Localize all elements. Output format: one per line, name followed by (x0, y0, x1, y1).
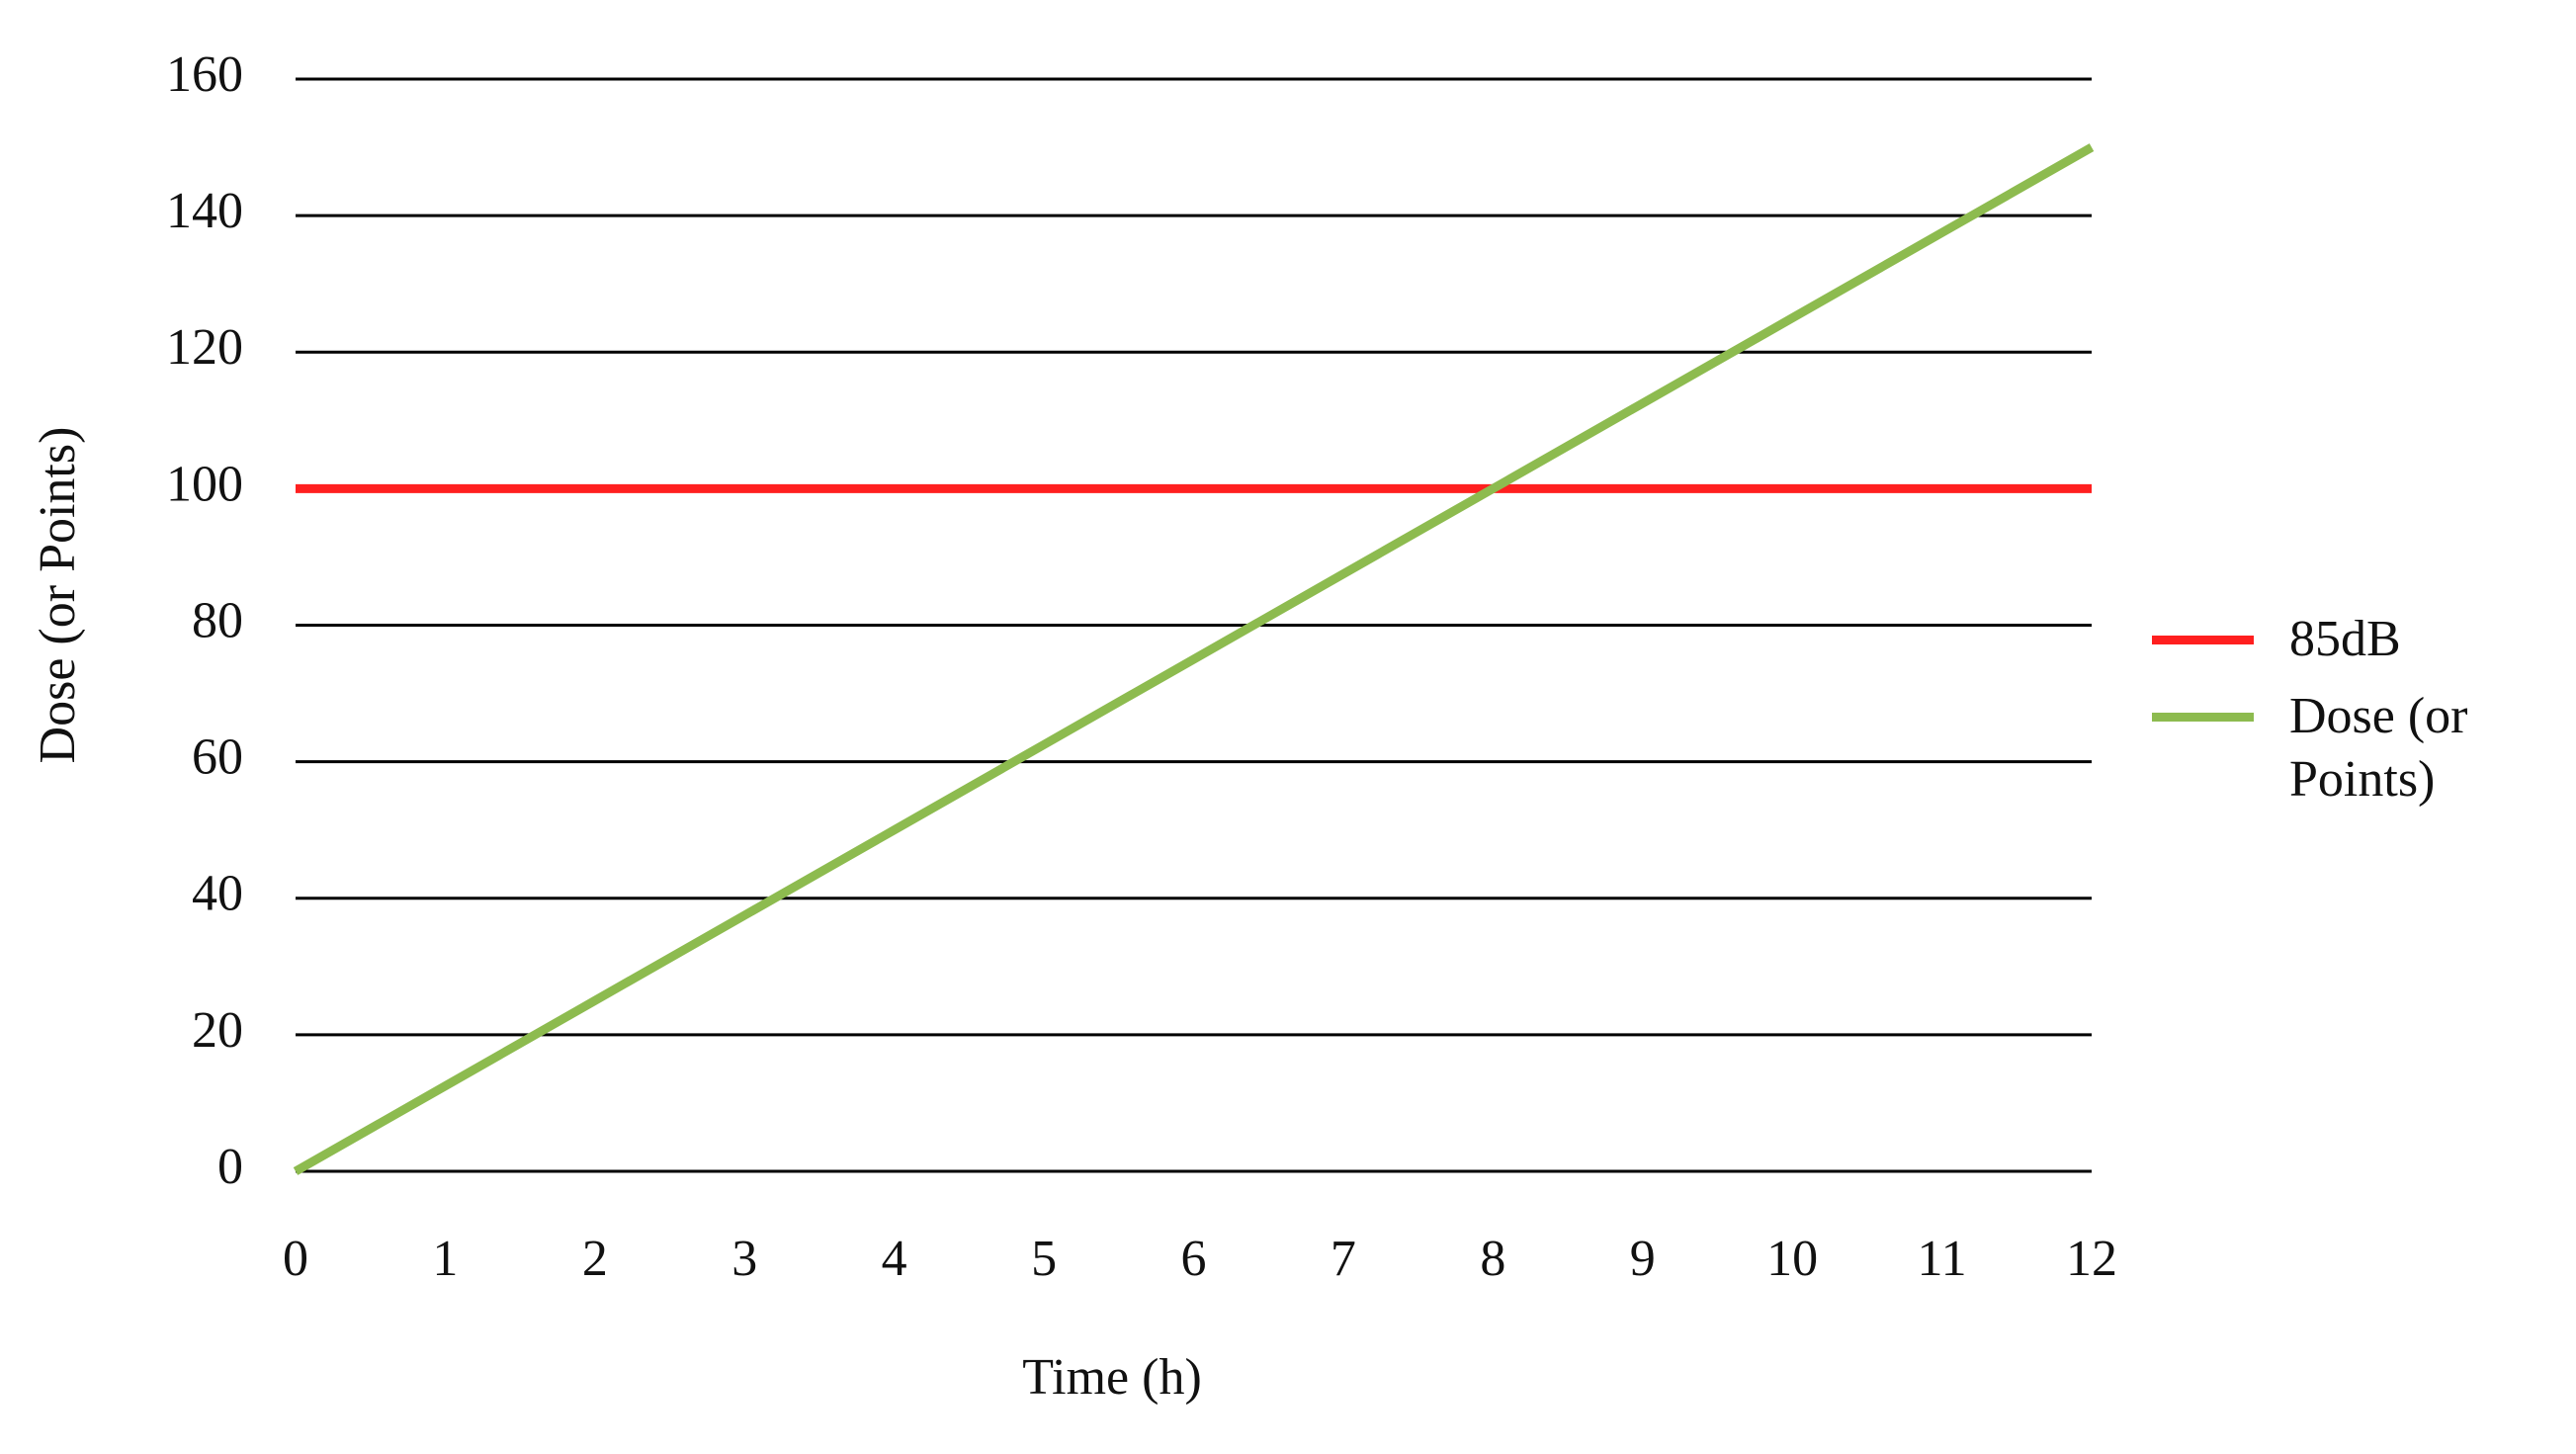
x-tick-label: 1 (432, 1231, 458, 1287)
x-tick-label: 5 (1031, 1231, 1057, 1287)
x-tick-label: 3 (731, 1231, 757, 1287)
series-line (293, 143, 2095, 1175)
y-tick-label: 80 (192, 592, 243, 648)
legend-item: Dose (or Points) (2152, 685, 2567, 812)
x-tick-label: 4 (882, 1231, 907, 1287)
y-tick-label: 100 (166, 456, 243, 512)
x-tick-label: 10 (1766, 1231, 1818, 1287)
y-tick-label: 0 (217, 1139, 243, 1195)
x-tick-label: 0 (283, 1231, 308, 1287)
y-tick-label: 60 (192, 729, 243, 786)
x-tick-label: 8 (1480, 1231, 1505, 1287)
x-tick-label: 12 (2066, 1231, 2117, 1287)
y-tick-label: 160 (166, 46, 243, 103)
x-tick-label: 2 (582, 1231, 608, 1287)
x-tick-label: 11 (1918, 1231, 1967, 1287)
legend-item: 85dB (2152, 608, 2567, 671)
y-tick-label: 20 (192, 1002, 243, 1059)
y-tick-label: 140 (166, 183, 243, 239)
x-axis-title: Time (h) (1022, 1349, 1202, 1406)
legend-label: 85dB (2289, 611, 2401, 667)
y-tick-label: 120 (166, 319, 243, 376)
y-tick-label: 40 (192, 866, 243, 922)
legend-label: Dose (or Points) (2289, 688, 2468, 808)
legend-swatch (2152, 713, 2254, 722)
x-tick-label: 7 (1331, 1231, 1356, 1287)
legend: 85dB Dose (or Points) (2152, 608, 2567, 825)
x-tick-label: 9 (1630, 1231, 1656, 1287)
y-axis-title: Dose (or Points) (30, 427, 86, 764)
x-tick-label: 6 (1181, 1231, 1207, 1287)
legend-swatch (2152, 636, 2254, 644)
